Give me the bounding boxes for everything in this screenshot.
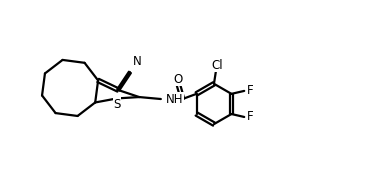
Text: S: S	[113, 98, 121, 111]
Text: Cl: Cl	[211, 59, 223, 72]
Text: F: F	[247, 84, 254, 97]
Text: O: O	[173, 73, 182, 86]
Text: NH: NH	[166, 92, 184, 106]
Text: N: N	[133, 55, 142, 68]
Text: F: F	[247, 110, 254, 123]
